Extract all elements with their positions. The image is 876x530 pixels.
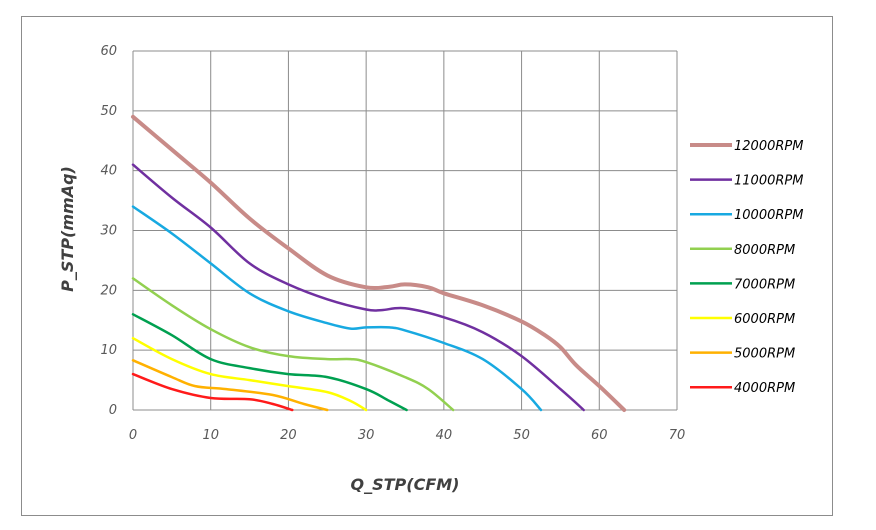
series-line-4000rpm bbox=[131, 372, 294, 412]
x-tick-label: 30 bbox=[358, 428, 375, 443]
y-tick-label: 60 bbox=[100, 44, 117, 59]
legend-label: 10000RPM bbox=[734, 208, 803, 223]
legend-label: 4000RPM bbox=[734, 381, 795, 396]
legend-item: 7000RPM bbox=[690, 277, 795, 292]
y-tick-label: 10 bbox=[100, 343, 117, 358]
series-line-5000rpm bbox=[131, 359, 329, 412]
y-tick-label: 30 bbox=[100, 224, 117, 239]
series-line-7000rpm bbox=[131, 313, 408, 412]
x-tick-label: 40 bbox=[436, 428, 453, 443]
y-tick-label: 0 bbox=[109, 403, 117, 418]
legend-item: 6000RPM bbox=[690, 312, 795, 327]
x-tick-label: 70 bbox=[669, 428, 686, 443]
x-tick-label: 50 bbox=[513, 428, 530, 443]
legend-label: 12000RPM bbox=[734, 139, 803, 154]
series-line-8000rpm bbox=[131, 277, 455, 412]
series-line-6000rpm bbox=[131, 336, 368, 412]
series-line-11000rpm bbox=[131, 163, 585, 412]
y-tick-label: 40 bbox=[100, 164, 117, 179]
y-axis-ticks: 0 10 20 30 40 50 60 bbox=[100, 44, 117, 418]
x-axis-ticks: 0 10 20 30 40 50 60 70 bbox=[129, 428, 685, 443]
legend-item: 12000RPM bbox=[690, 139, 803, 154]
legend-item: 11000RPM bbox=[690, 174, 803, 189]
legend-label: 11000RPM bbox=[734, 174, 803, 189]
x-tick-label: 0 bbox=[129, 428, 137, 443]
legend-label: 5000RPM bbox=[734, 347, 795, 362]
x-tick-label: 60 bbox=[591, 428, 608, 443]
legend: 12000RPM 11000RPM 10000RPM 8000RPM 7000RPM 60… bbox=[690, 139, 803, 396]
legend-item: 8000RPM bbox=[690, 243, 795, 258]
series-line-12000rpm bbox=[131, 114, 627, 412]
legend-label: 6000RPM bbox=[734, 312, 795, 327]
chart-frame bbox=[21, 16, 833, 516]
legend-item: 10000RPM bbox=[690, 208, 803, 223]
series-lines bbox=[131, 114, 627, 412]
y-axis-label: P_STP(mmAq) bbox=[58, 166, 77, 292]
legend-label: 8000RPM bbox=[734, 243, 795, 258]
x-tick-label: 10 bbox=[202, 428, 219, 443]
series-line-10000rpm bbox=[131, 205, 543, 412]
legend-item: 5000RPM bbox=[690, 347, 795, 362]
legend-label: 7000RPM bbox=[734, 277, 795, 292]
y-tick-label: 20 bbox=[100, 283, 117, 298]
x-tick-label: 20 bbox=[280, 428, 297, 443]
y-tick-label: 50 bbox=[100, 104, 117, 119]
legend-item: 4000RPM bbox=[690, 381, 795, 396]
x-axis-label: Q_STP(CFM) bbox=[351, 475, 460, 494]
